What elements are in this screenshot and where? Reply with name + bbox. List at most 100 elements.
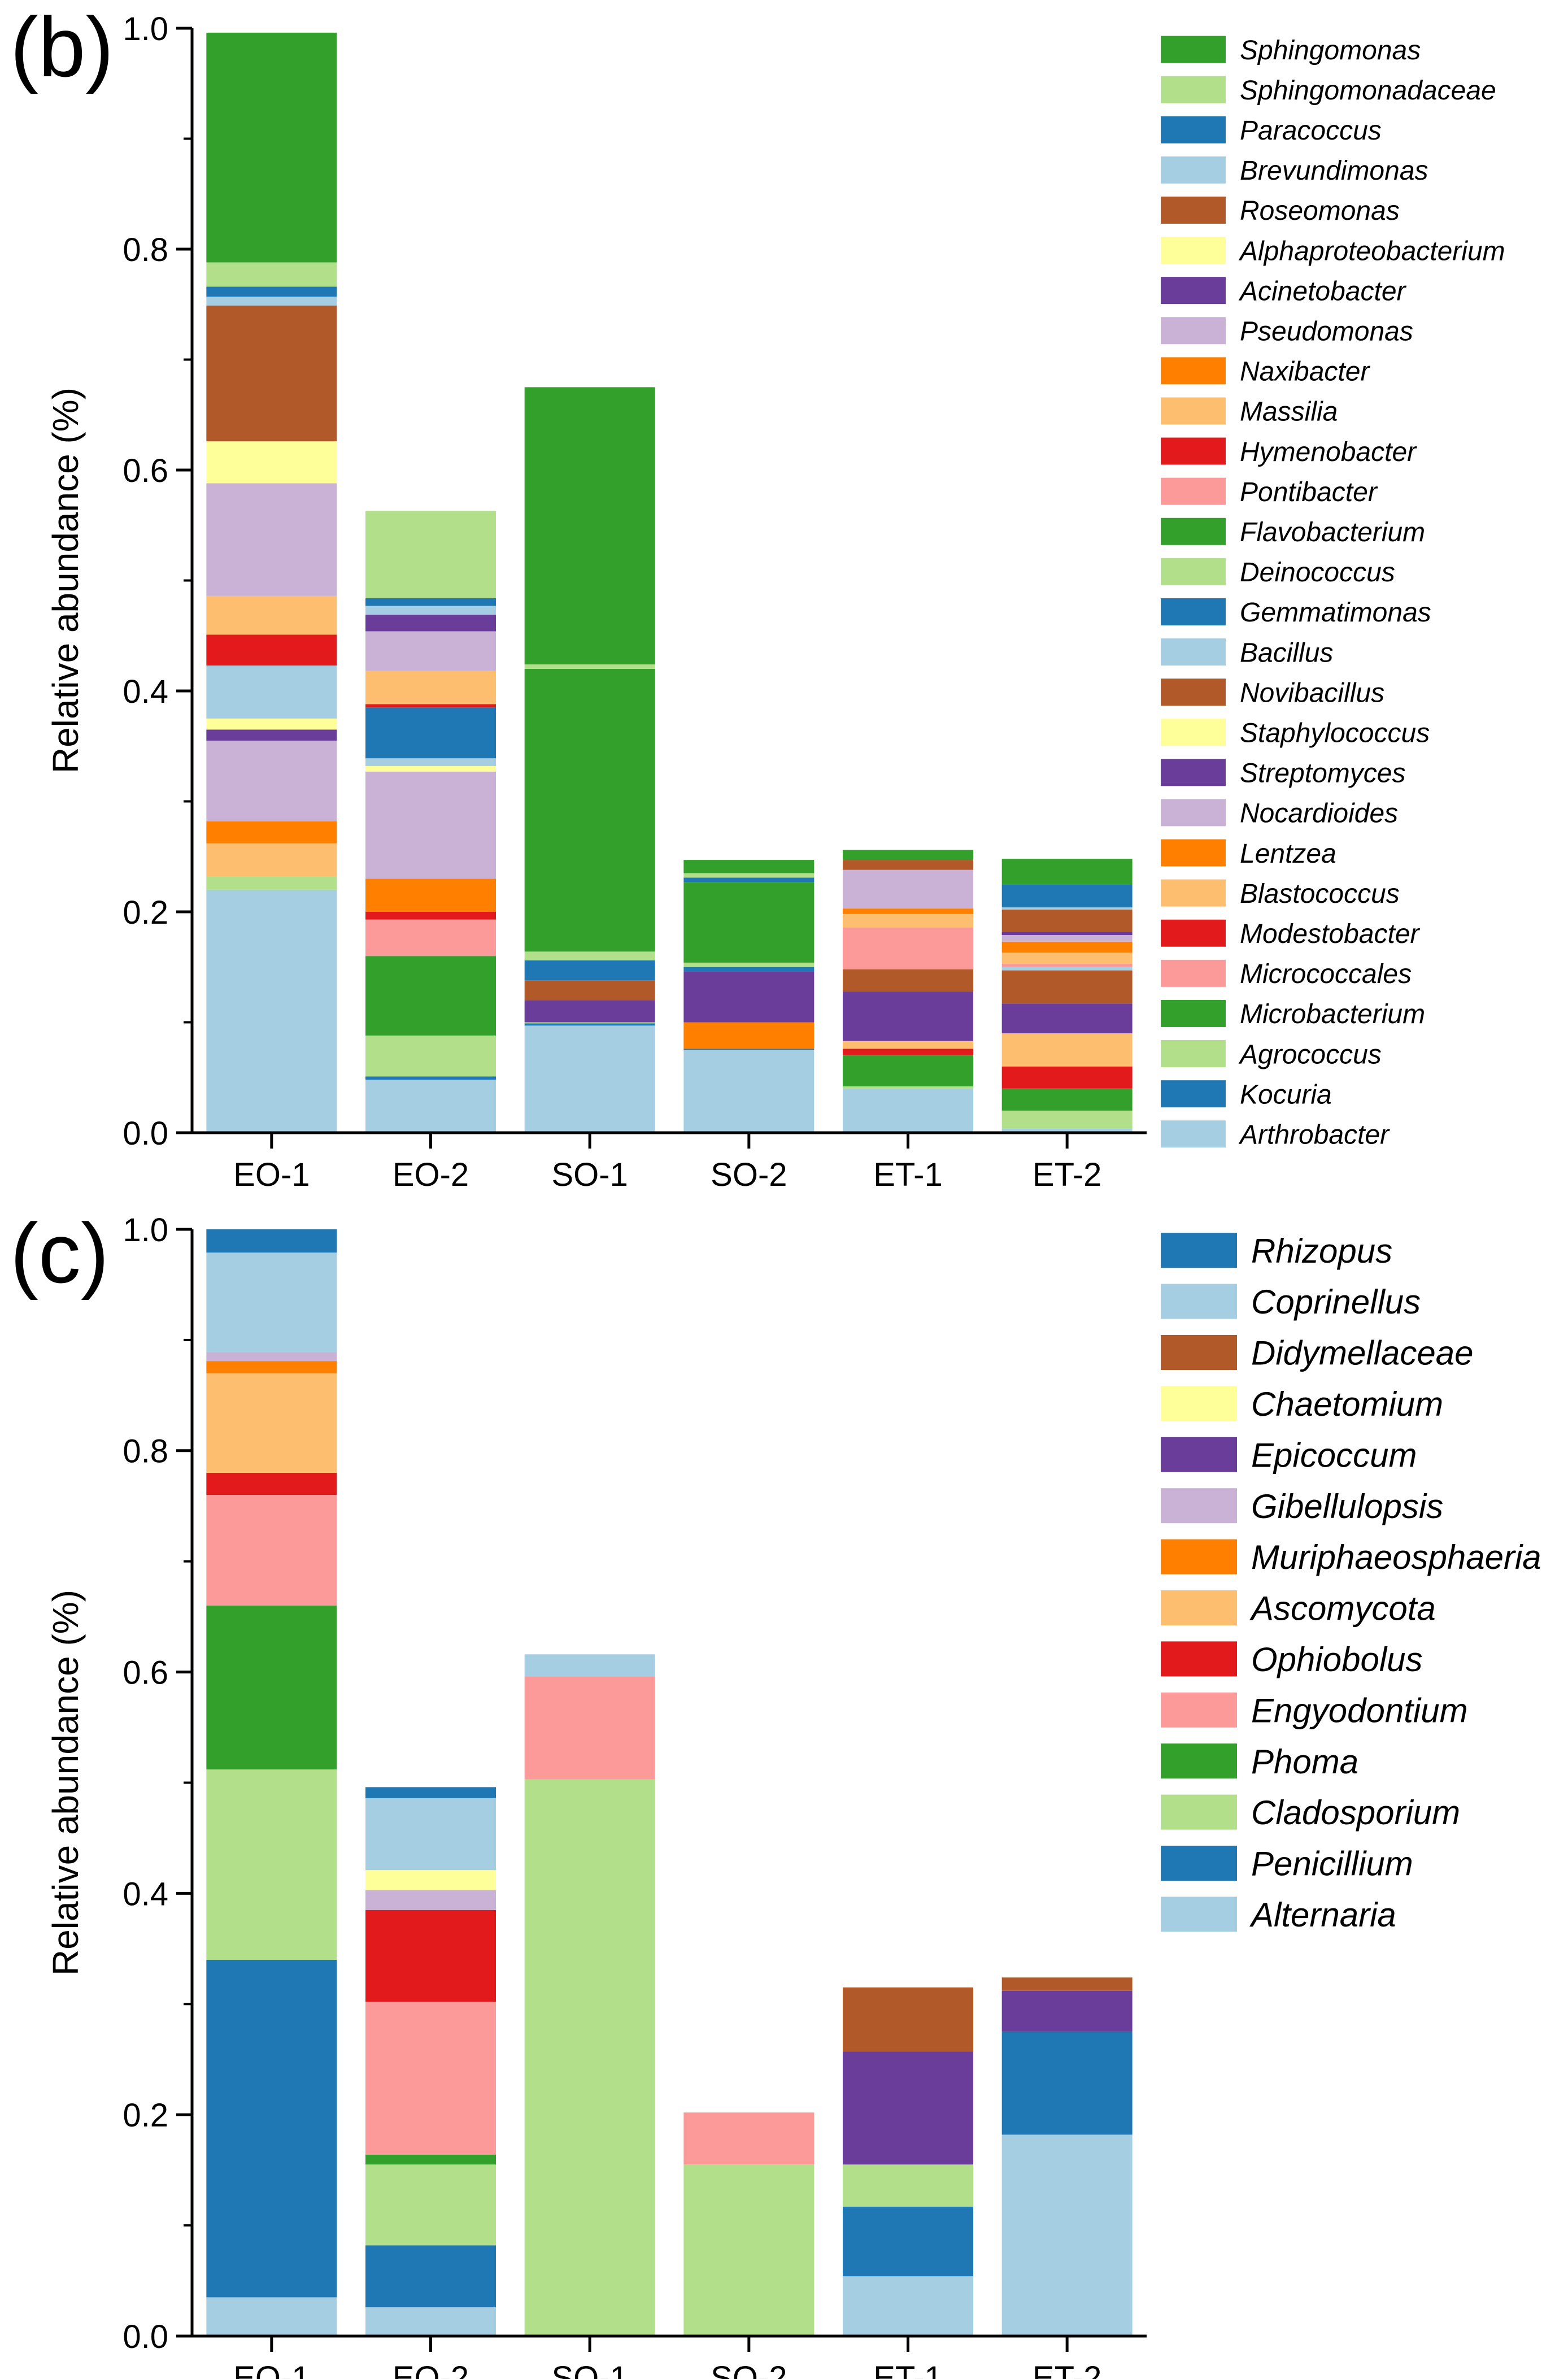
legend-swatch-hymenobacter xyxy=(1161,437,1226,465)
legend-swatch-bacillus xyxy=(1161,638,1226,666)
legend-swatch-arthrobacter xyxy=(1161,1120,1226,1148)
legend-label-hymenobacter: Hymenobacter xyxy=(1240,437,1417,467)
panel-c: 0.0 0.2 0.4 0.6 0.8 1.0 EO-1 EO-2 SO-1 SO-2 ET-1 ET… xyxy=(10,1206,1541,2379)
bar-segment-eo-1-roseomonas xyxy=(206,305,337,442)
bar-segment-et-2-modestobacter xyxy=(1001,1066,1133,1089)
bar-segment-eo-1-staphylococcus xyxy=(206,718,337,730)
bar-segment-et-2-acinetobacter xyxy=(1001,932,1133,936)
bar-segment-so-2-sphingomonas xyxy=(683,860,815,873)
bar-segment-eo-2-engyodontium xyxy=(365,2002,496,2155)
bar-segment-eo-1-gibellulopsis xyxy=(206,1352,337,1362)
legend-label-deinococcus: Deinococcus xyxy=(1240,558,1395,588)
x-tick-label-so-1: SO-1 xyxy=(551,1156,628,1193)
bar-segment-so-1-engyodontium xyxy=(524,1676,655,1780)
legend-label-roseomonas: Roseomonas xyxy=(1240,196,1400,226)
x-tick-label-et-2: ET-2 xyxy=(1033,1156,1102,1193)
bar-segment-et-1-sphingomonas xyxy=(843,850,973,860)
legend-label-engyodontium: Engyodontium xyxy=(1251,1691,1468,1729)
bar-segment-so-1-deinococcus xyxy=(524,951,655,961)
bar-segment-eo-2-paracoccus xyxy=(365,598,496,606)
legend-label-agrococcus: Agrococcus xyxy=(1238,1040,1382,1069)
bar-segment-et-2-sphingomonas xyxy=(1001,859,1133,885)
legend-swatch-agrococcus xyxy=(1161,1040,1226,1068)
bar-segment-et-1-didymellaceae xyxy=(843,1987,973,2052)
bar-segment-so-1-cladosporium xyxy=(524,1779,655,2336)
legend-label-muriphaeosphaeria: Muriphaeosphaeria xyxy=(1251,1538,1541,1576)
bar-segment-et-2-paracoccus xyxy=(1001,884,1133,908)
x-tick-label-et-2: ET-2 xyxy=(1033,2360,1102,2379)
bar-segment-eo-2-gibellulopsis xyxy=(365,1890,496,1910)
legend-swatch-deinococcus xyxy=(1161,558,1226,585)
legend-label-paracoccus: Paracoccus xyxy=(1240,116,1382,146)
bar-segment-so-2-gemmatimonas xyxy=(683,967,815,972)
bar-segment-eo-1-ophiobolus xyxy=(206,1472,337,1495)
bar-segment-eo-1-brevundimonas xyxy=(206,297,337,306)
bar-segment-et-2-novibacillus xyxy=(1001,970,1133,1004)
legend-label-lentzea: Lentzea xyxy=(1240,839,1336,869)
bar-segment-eo-1-muriphaeosphaeria xyxy=(206,1361,337,1373)
x-tick-label-eo-1: EO-1 xyxy=(233,1156,310,1193)
bar-segment-et-1-microbacterium xyxy=(843,1055,973,1086)
legend-swatch-modestobacter xyxy=(1161,919,1226,947)
legend-label-streptomyces: Streptomyces xyxy=(1240,759,1405,789)
legend-label-ascomycota: Ascomycota xyxy=(1249,1590,1436,1628)
bar-segment-eo-2-cladosporium xyxy=(365,2164,496,2246)
legend-label-massilia: Massilia xyxy=(1240,397,1338,427)
legend-swatch-nocardioides xyxy=(1161,799,1226,827)
bar-segment-et-2-microbacterium xyxy=(1001,1088,1133,1111)
bar-segment-et-2-didymellaceae xyxy=(1001,1977,1133,1991)
bar-segment-eo-1-coprinellus xyxy=(206,1252,337,1352)
legend-label-sphingomonadaceae: Sphingomonadaceae xyxy=(1240,76,1496,106)
bar-segment-et-2-penicillium xyxy=(1001,2032,1133,2135)
bar-segment-eo-1-arthrobacter xyxy=(206,889,337,1133)
y-tick-label: 0.0 xyxy=(123,2319,168,2355)
bar-segment-eo-2-sphingomonadaceae xyxy=(365,511,496,598)
bar-segment-et-1-novibacillus xyxy=(843,969,973,991)
bar-segment-et-1-agrococcus xyxy=(843,1086,973,1089)
legend-swatch-cladosporium xyxy=(1161,1794,1237,1830)
bar-stacks xyxy=(206,1229,1133,2336)
bar-segment-eo-2-alternaria xyxy=(365,2307,496,2336)
bar-segment-et-1-alternaria xyxy=(843,2276,973,2336)
bar-segment-et-1-blastococcus xyxy=(843,1041,973,1049)
bar-segment-so-2-deinococcus xyxy=(683,962,815,967)
bar-segment-eo-2-hymenobacter xyxy=(365,704,496,708)
legend-label-modestobacter: Modestobacter xyxy=(1240,919,1421,949)
bar-segment-et-2-naxibacter xyxy=(1001,941,1133,953)
legend-label-epicoccum: Epicoccum xyxy=(1251,1436,1417,1474)
bar-segment-eo-1-engyodontium xyxy=(206,1495,337,1606)
bar-segment-eo-1-hymenobacter xyxy=(206,634,337,666)
bar-segment-so-1-novibacillus xyxy=(524,980,655,1001)
bar-segment-so-2-kocuria xyxy=(683,1049,815,1050)
bar-stacks xyxy=(206,32,1133,1133)
legend-label-cladosporium: Cladosporium xyxy=(1251,1794,1460,1832)
bar-segment-et-2-agrococcus xyxy=(1001,1110,1133,1129)
bar-segment-eo-2-acinetobacter xyxy=(365,615,496,632)
legend-swatch-ophiobolus xyxy=(1161,1641,1237,1677)
bar-segment-et-1-streptomyces xyxy=(843,991,973,1041)
legend-swatch-pontibacter xyxy=(1161,477,1226,505)
bar-segment-et-2-brevundimonas xyxy=(1001,907,1133,910)
bar-segment-eo-1-alphaproteobacterium xyxy=(206,441,337,484)
legend-swatch-coprinellus xyxy=(1161,1284,1237,1319)
y-tick-label: 0.2 xyxy=(123,2097,168,2134)
legend-swatch-pseudomonas xyxy=(1161,317,1226,345)
y-tick-label: 0.4 xyxy=(123,1876,168,1912)
bar-segment-eo-1-sphingomonas xyxy=(206,32,337,263)
bar-segment-et-2-pontibacter xyxy=(1001,963,1133,967)
legend-swatch-flavobacterium xyxy=(1161,517,1226,545)
legend-label-nocardioides: Nocardioides xyxy=(1240,799,1398,829)
bar-segment-et-2-alternaria xyxy=(1001,2134,1133,2336)
panel-label: (c) xyxy=(10,1206,109,1301)
legend-swatch-chaetomium xyxy=(1161,1386,1237,1421)
legend-swatch-blastococcus xyxy=(1161,879,1226,907)
bar-segment-eo-2-nocardioides xyxy=(365,771,496,879)
bar-segment-so-1-arthrobacter xyxy=(524,1025,655,1133)
bar-segment-so-1-streptomyces xyxy=(524,1000,655,1023)
bar-segment-et-2-arthrobacter xyxy=(1001,1128,1133,1133)
legend-swatch-roseomonas xyxy=(1161,196,1226,224)
bar-segment-et-1-modestobacter xyxy=(843,1049,973,1056)
bar-segment-eo-1-streptomyces xyxy=(206,729,337,741)
legend-swatch-kocuria xyxy=(1161,1080,1226,1108)
